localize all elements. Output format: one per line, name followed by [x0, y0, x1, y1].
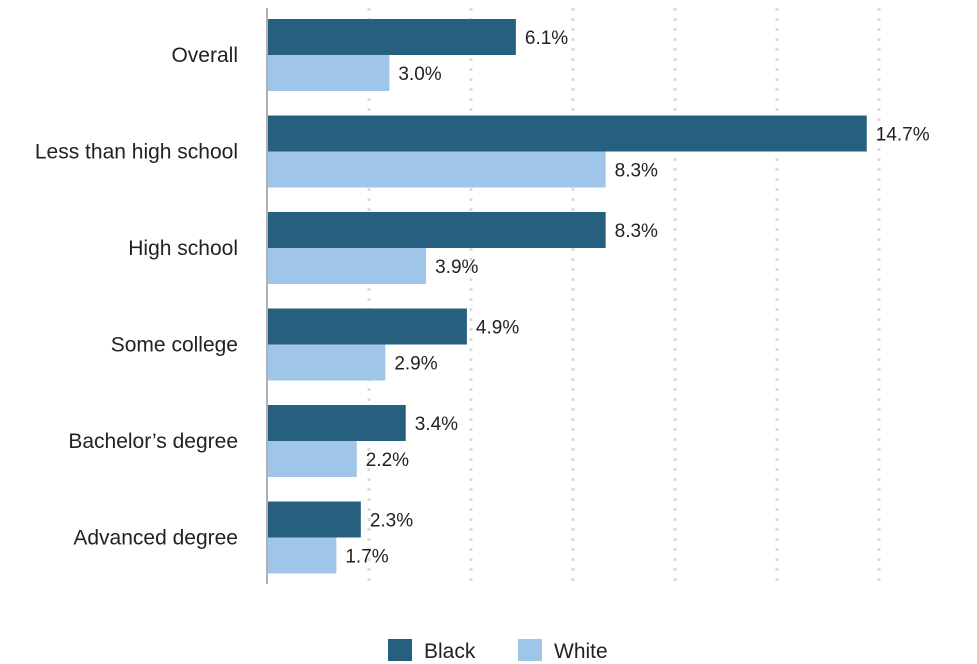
- bar-black-less-than-high-school: [267, 115, 867, 152]
- value-label-black-overall: 6.1%: [525, 28, 568, 49]
- legend-label-black: Black: [424, 640, 476, 663]
- value-label-black-advanced-degree: 2.3%: [370, 511, 413, 532]
- category-label-bachelors-degree: Bachelor’s degree: [68, 430, 238, 453]
- bar-white-advanced-degree: [267, 537, 337, 574]
- bar-white-bachelors-degree: [267, 441, 357, 477]
- legend-swatch-black: [388, 639, 412, 661]
- category-label-overall: Overall: [171, 44, 238, 67]
- category-label-some-college: Some college: [111, 334, 238, 357]
- bar-white-high-school: [267, 248, 427, 284]
- value-label-white-less-than-high-school: 8.3%: [615, 161, 658, 182]
- bar-white-less-than-high-school: [267, 151, 606, 188]
- legend-label-white: White: [554, 640, 608, 663]
- value-label-white-some-college: 2.9%: [394, 354, 437, 375]
- bar-black-some-college: [267, 308, 467, 345]
- bar-black-overall: [267, 19, 516, 55]
- value-label-black-some-college: 4.9%: [476, 318, 519, 339]
- category-labels: Overall Less than high school High school S…: [35, 44, 238, 550]
- legend: Black White: [388, 639, 608, 663]
- bar-black-high-school: [267, 212, 606, 248]
- legend-swatch-white: [518, 639, 542, 661]
- value-label-black-bachelors-degree: 3.4%: [415, 414, 458, 435]
- bar-black-bachelors-degree: [267, 405, 406, 441]
- value-label-black-high-school: 8.3%: [615, 221, 658, 242]
- gridlines: [367, 8, 881, 584]
- bar-black-advanced-degree: [267, 501, 361, 538]
- bars-group: 6.1% 3.0% 14.7% 8.3% 8.3% 3.9% 4.9% 2.9% 3.4% 2.2…: [267, 19, 930, 574]
- value-label-white-overall: 3.0%: [398, 64, 441, 85]
- value-label-white-bachelors-degree: 2.2%: [366, 450, 409, 471]
- bar-white-overall: [267, 55, 390, 91]
- bar-white-some-college: [267, 344, 386, 381]
- category-label-less-than-high-school: Less than high school: [35, 141, 238, 164]
- value-label-white-high-school: 3.9%: [435, 257, 478, 278]
- value-label-white-advanced-degree: 1.7%: [345, 547, 388, 568]
- category-label-advanced-degree: Advanced degree: [73, 527, 238, 550]
- category-label-high-school: High school: [128, 237, 238, 260]
- value-label-black-less-than-high-school: 14.7%: [876, 125, 930, 146]
